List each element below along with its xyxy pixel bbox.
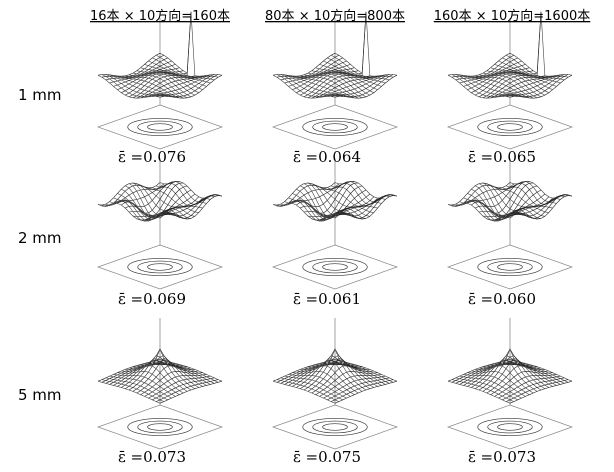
floor-plane [273,105,397,149]
mesh-line [98,381,160,403]
contour [488,121,533,133]
error-label: ε̄ =0.064 [293,148,361,166]
floor-plane [448,245,572,289]
floor-plane [98,245,222,289]
error-label: ε̄ =0.069 [118,290,186,308]
contour [138,261,183,273]
surface-plot [448,12,572,149]
mesh-line [448,381,510,403]
contour [498,264,523,271]
surface-plots [98,12,572,449]
error-label: ε̄ =0.076 [118,148,186,166]
contour [148,124,173,131]
figure: 16本 × 10方向=160本 80本 × 10方向=800本 160本 × 1… [0,0,614,472]
surface-plot [273,158,397,289]
floor-plane [448,105,572,149]
error-label: ε̄ =0.061 [293,290,361,308]
surface-plot [98,318,222,449]
error-label: ε̄ =0.065 [468,148,536,166]
floor-plane [448,405,572,449]
surface-plot [98,12,222,149]
surface-plot [273,12,397,149]
contour [313,421,358,433]
contour [498,424,523,431]
floor-plane [273,245,397,289]
contour [138,121,183,133]
error-label: ε̄ =0.073 [118,448,186,466]
error-label: ε̄ =0.073 [468,448,536,466]
mesh-line [510,381,572,403]
row-label: 1 mm [18,86,62,104]
surface-plot [98,158,222,289]
floor-plane [98,105,222,149]
floor-plane [273,405,397,449]
contour [323,264,348,271]
floor-plane [98,405,222,449]
contour [138,421,183,433]
contour [323,124,348,131]
row-label: 2 mm [18,229,62,247]
contour [498,124,523,131]
mesh-line [273,381,335,403]
row-label: 5 mm [18,386,62,404]
contour [148,264,173,271]
contour [488,421,533,433]
contour [488,261,533,273]
surface-plot [273,318,397,449]
column-header: 16本 × 10方向=160本 [90,8,230,24]
column-header: 160本 × 10方向=1600本 [434,8,591,24]
contour [313,121,358,133]
surface-plot [448,318,572,449]
contour [148,424,173,431]
surface-plot [448,158,572,289]
mesh-line [160,381,222,403]
error-label: ε̄ =0.075 [293,448,361,466]
contour [323,424,348,431]
column-header: 80本 × 10方向=800本 [265,8,405,24]
error-label: ε̄ =0.060 [468,290,536,308]
contour [313,261,358,273]
mesh-line [335,381,397,403]
